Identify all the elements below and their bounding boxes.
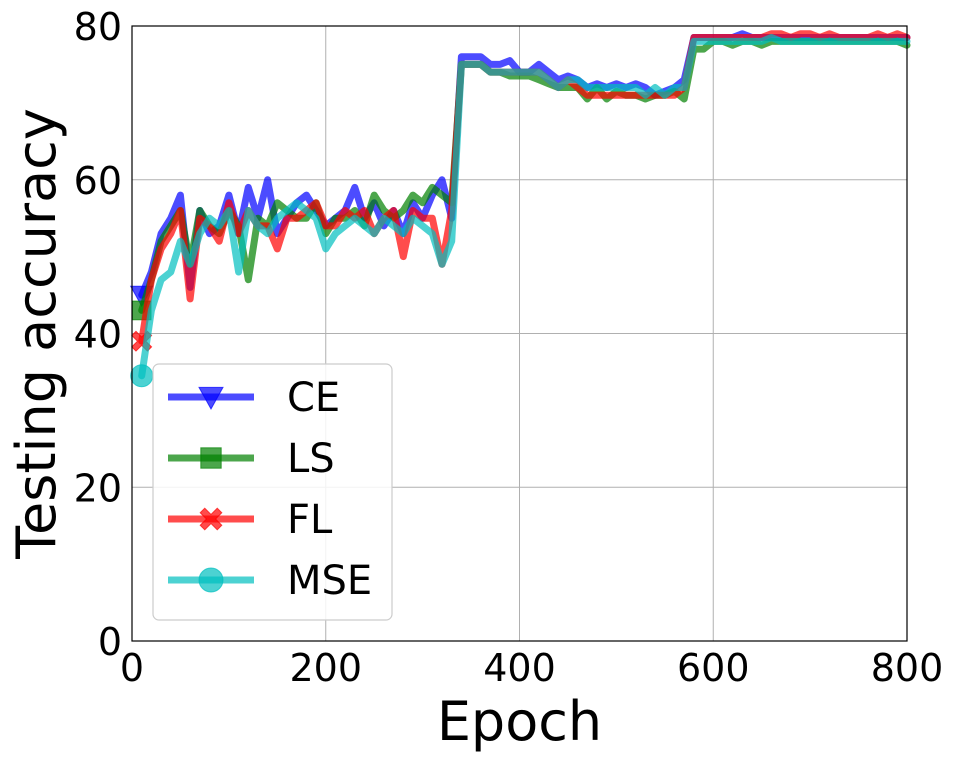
y-tick-label: 80 <box>74 5 122 49</box>
series-line-mse <box>138 34 911 380</box>
y-axis-label: Testing accuracy <box>5 108 68 560</box>
x-tick-label: 0 <box>120 646 144 690</box>
series-line-ls <box>138 37 911 314</box>
legend: CE LS FL MSE <box>152 363 393 621</box>
series-lines <box>129 30 911 388</box>
plot-frame <box>131 25 908 642</box>
y-tick-label: 0 <box>98 620 122 664</box>
x-tick-label: 600 <box>677 646 750 690</box>
legend-label-ls: LS <box>287 436 335 482</box>
x-tick-label: 400 <box>483 646 556 690</box>
series-line-fl <box>138 30 911 345</box>
y-tick-label: 60 <box>74 159 122 203</box>
x-tick-label: 200 <box>289 646 362 690</box>
legend-box <box>152 363 393 621</box>
y-tick-label: 20 <box>74 466 122 510</box>
legend-marker-ce <box>198 386 224 411</box>
legend-marker-mse <box>198 567 224 593</box>
x-axis-label: Epoch <box>437 690 602 753</box>
legend-label-mse: MSE <box>287 558 372 604</box>
legend-marker-fl <box>199 507 223 531</box>
y-tick-label: 40 <box>74 313 122 357</box>
series-marker-mse <box>130 364 154 388</box>
x-tick-label: 800 <box>871 646 944 690</box>
tick-labels: 0 200 400 600 800 0 20 40 60 80 <box>74 5 944 690</box>
legend-marker-ls <box>200 447 222 469</box>
legend-label-fl: FL <box>287 497 333 543</box>
legend-label-ce: CE <box>287 375 340 421</box>
